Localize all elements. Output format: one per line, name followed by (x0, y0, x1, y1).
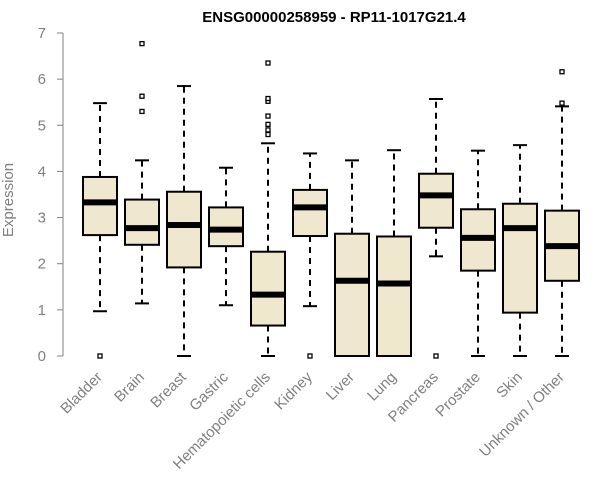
iqr-box (418, 172, 454, 229)
x-tick-label: Brain (111, 369, 148, 406)
outlier-point (265, 60, 271, 66)
outlier-point (265, 127, 271, 133)
x-tick-label: Kidney (271, 368, 316, 413)
box-pancreas (418, 97, 454, 359)
y-axis-label: Expression (0, 163, 17, 237)
y-tick-label: 6 (38, 71, 46, 88)
outlier-point (559, 69, 565, 75)
x-tick-label: Lung (364, 369, 400, 405)
box-gastric (208, 166, 244, 307)
iqr-box (166, 190, 202, 269)
y-axis: 0 1 2 3 4 5 6 7 (38, 25, 64, 365)
outlier-point (307, 353, 313, 359)
box-brain (124, 40, 160, 305)
chart-title: ENSG00000258959 - RP11-1017G21.4 (202, 9, 466, 26)
y-tick-label: 2 (38, 256, 46, 273)
y-tick-label: 0 (38, 348, 46, 365)
outlier-point (559, 100, 565, 106)
box-prostate (460, 149, 496, 357)
outlier-point (265, 131, 271, 138)
x-tick-label: Bladder (57, 369, 106, 418)
outlier-point (97, 353, 103, 359)
y-tick-label: 1 (38, 302, 46, 319)
outlier-point (433, 353, 439, 359)
iqr-box (250, 250, 286, 327)
outlier-point (139, 108, 145, 115)
outlier-point (265, 121, 271, 128)
iqr-box (82, 175, 118, 237)
box-breast (166, 85, 202, 357)
box-series (82, 40, 580, 359)
iqr-box (334, 232, 370, 358)
y-tick-label: 4 (38, 163, 46, 180)
y-tick-label: 7 (38, 25, 46, 42)
iqr-box (376, 235, 412, 358)
iqr-box (502, 202, 538, 314)
box-kidney (292, 152, 328, 359)
x-tick-label: Liver (323, 369, 358, 404)
box-skin (502, 144, 538, 357)
x-tick-label: Breast (147, 368, 190, 411)
outlier-point (265, 95, 271, 102)
box-hematopoietic-cells (250, 60, 286, 357)
box-liver (334, 159, 370, 358)
y-tick-label: 3 (38, 210, 46, 227)
outlier-point (139, 40, 145, 47)
box-lung (376, 149, 412, 358)
outlier-point (139, 93, 145, 99)
box-bladder (82, 102, 118, 359)
x-tick-label: Prostate (432, 369, 484, 421)
x-tick-label: Skin (493, 369, 526, 402)
outlier-point (265, 113, 271, 119)
iqr-box (292, 188, 328, 238)
y-tick-label: 5 (38, 117, 46, 134)
box-unknown-other (544, 69, 580, 357)
iqr-box (124, 198, 160, 246)
